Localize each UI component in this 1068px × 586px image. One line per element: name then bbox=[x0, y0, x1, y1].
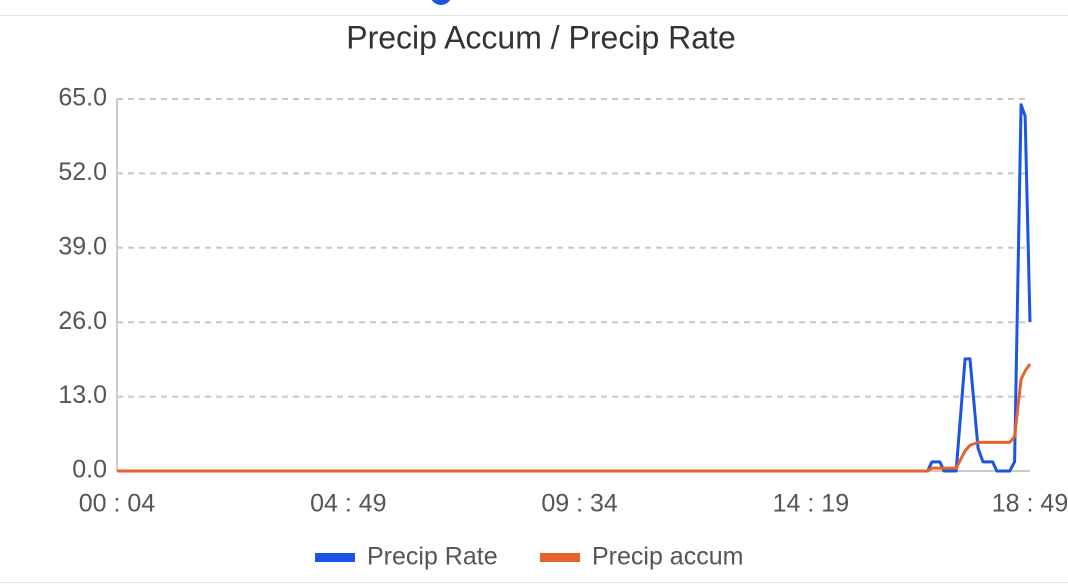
x-tick-label: 14 : 19 bbox=[773, 490, 849, 518]
chart-title: Precip Accum / Precip Rate bbox=[346, 19, 735, 55]
legend-label: Precip accum bbox=[592, 543, 743, 571]
y-tick-label: 39.0 bbox=[58, 232, 107, 260]
x-tick-label: 18 : 49 bbox=[992, 490, 1068, 518]
y-tick-label: 52.0 bbox=[58, 158, 107, 186]
indicator-dot bbox=[431, 0, 451, 5]
legend-swatch bbox=[540, 553, 580, 562]
y-tick-label: 65.0 bbox=[58, 84, 107, 112]
y-tick-label: 13.0 bbox=[58, 381, 107, 409]
x-tick-label: 04 : 49 bbox=[310, 490, 386, 518]
x-tick-label: 00 : 04 bbox=[79, 490, 156, 518]
y-tick-label: 0.0 bbox=[72, 456, 107, 484]
legend-swatch bbox=[315, 553, 355, 562]
y-tick-label: 26.0 bbox=[58, 307, 107, 335]
series-line bbox=[117, 363, 1032, 473]
x-tick-label: 09 : 34 bbox=[541, 490, 618, 518]
legend-label: Precip Rate bbox=[367, 543, 498, 571]
series-line bbox=[117, 103, 1032, 473]
